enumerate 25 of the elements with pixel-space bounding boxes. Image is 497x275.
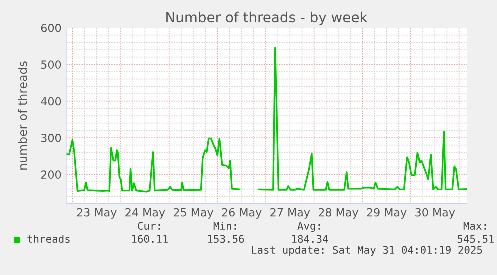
x-tick-label: 24 May (126, 208, 166, 219)
x-tick-label: 29 May (367, 208, 407, 219)
x-tick-label: 26 May (222, 208, 262, 219)
x-tick-label: 27 May (270, 208, 310, 219)
y-tick-label: 500 (41, 60, 62, 70)
text: 153.56 (208, 235, 244, 244)
text: 545.51 (458, 235, 494, 244)
x-tick-label: 25 May (174, 208, 214, 219)
text: 184.34 (292, 235, 328, 244)
chart-title: Number of threads - by week (166, 12, 368, 26)
y-tick-label: 300 (41, 134, 62, 142)
text: Max: (464, 222, 486, 230)
y-tick-label: 200 (41, 170, 62, 180)
x-tick-label: 30 May (416, 208, 456, 219)
text: Min: (214, 222, 236, 230)
text: Cur: (138, 222, 160, 230)
legend-label: threads (28, 234, 70, 244)
y-tick-label: 600 (41, 24, 62, 32)
text: Last update: Sat May 31 04:01:19 2025 (252, 246, 482, 256)
y-tick-label: 400 (41, 97, 62, 106)
x-tick-label: 23 May (77, 208, 117, 219)
y-axis-title: number of threads (18, 62, 28, 170)
text: Avg: (298, 222, 320, 232)
text: 160.11 (132, 235, 168, 244)
x-tick-label: 28 May (318, 208, 358, 219)
